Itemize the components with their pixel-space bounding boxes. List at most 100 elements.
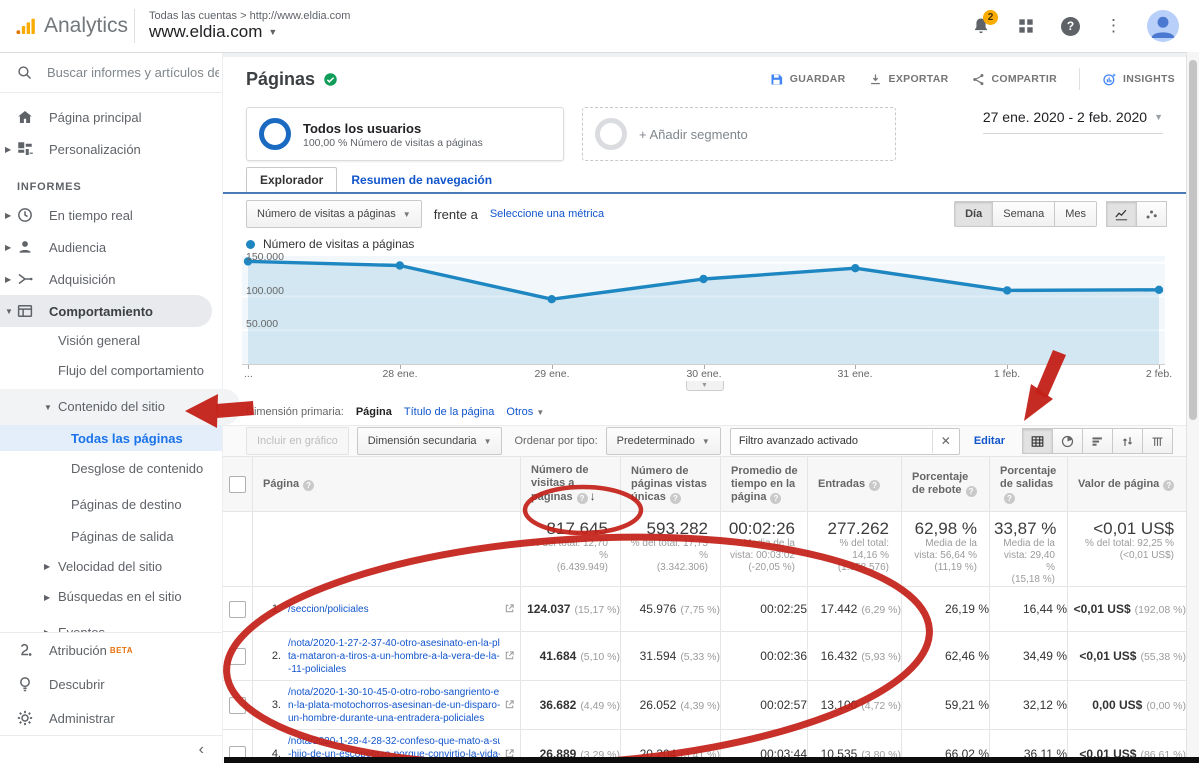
advanced-filter-box[interactable]: Filtro avanzado activado ✕ [730, 428, 960, 455]
overflow-menu-icon[interactable]: ⋮ [1105, 16, 1122, 36]
row-checkbox[interactable] [229, 697, 246, 714]
performance-view-button[interactable] [1082, 428, 1113, 454]
column-header-metric-2[interactable]: Número de páginas vistas únicas? [621, 457, 721, 512]
help-icon[interactable]: ? [303, 480, 314, 491]
scrollbar-thumb[interactable] [1189, 60, 1197, 420]
column-header-label: Número de páginas vistas únicas? [621, 461, 720, 508]
column-header-metric-5[interactable]: Porcentaje de rebote? [902, 457, 990, 512]
guardar-button[interactable]: GUARDAR [769, 72, 846, 87]
add-segment-button[interactable]: + Añadir segmento [582, 107, 896, 161]
help-icon[interactable]: ? [1004, 493, 1015, 504]
granularity-day-button[interactable]: Día [954, 201, 993, 227]
column-header-metric-7[interactable]: Valor de página? [1068, 457, 1187, 512]
chevron-down-icon: ▼ [44, 403, 52, 412]
help-icon[interactable]: ? [1163, 480, 1174, 491]
sidebar-item-comportamiento[interactable]: ▼Comportamiento [0, 295, 212, 327]
sidebar: Buscar informes y artículos de Página pr… [0, 52, 223, 763]
motion-chart-view-button[interactable] [1136, 201, 1167, 227]
tab-explorador[interactable]: Explorador [246, 167, 337, 192]
sidebar-item-velocidad-del-sitio[interactable]: ▶Velocidad del sitio [0, 553, 222, 579]
secondary-dimension-dropdown[interactable]: Dimensión secundaria▼ [357, 427, 503, 455]
exportar-button[interactable]: EXPORTAR [868, 72, 949, 87]
external-link-icon[interactable] [504, 603, 515, 614]
help-icon[interactable]: ? [869, 480, 880, 491]
edit-filter-link[interactable]: Editar [974, 435, 1005, 447]
granularity-month-button[interactable]: Mes [1054, 201, 1097, 227]
column-header-metric-3[interactable]: Promedio de tiempo en la página? [721, 457, 808, 512]
metric-value: 16.432 [821, 649, 858, 663]
granularity-week-button[interactable]: Semana [992, 201, 1055, 227]
help-icon[interactable]: ? [577, 493, 588, 504]
sidebar-item-pagina-principal[interactable]: Página principal [0, 101, 222, 133]
column-header-label: Porcentaje de salidas? [990, 461, 1067, 508]
page-url-line: ta-mataron-a-tiros-a-un-hombre-a-la-vera… [288, 650, 500, 663]
sort-type-dropdown[interactable]: Predeterminado▼ [606, 427, 721, 455]
row-checkbox[interactable] [229, 601, 246, 618]
sidebar-item-en-tiempo-real[interactable]: ▶En tiempo real [0, 199, 222, 231]
select-metric-link[interactable]: Seleccione una métrica [490, 208, 604, 220]
apps-grid-icon[interactable] [1016, 16, 1036, 36]
sidebar-collapse-button[interactable]: ‹ [0, 735, 222, 763]
sidebar-item-personalizacion[interactable]: ▶Personalización [0, 133, 222, 165]
compartir-button[interactable]: COMPARTIR [971, 72, 1058, 87]
page-url[interactable]: /nota/2020-1-30-10-45-0-otro-robo-sangri… [288, 686, 500, 725]
sidebar-item-busquedas-en-el-sitio[interactable]: ▶Búsquedas en el sitio [0, 579, 222, 615]
help-icon[interactable]: ? [770, 493, 781, 504]
help-icon[interactable]: ? [1061, 17, 1080, 36]
metric-cell: 00:02:25 [721, 587, 808, 632]
dimension-otros[interactable]: Otros ▼ [506, 406, 544, 418]
column-header-metric-4[interactable]: Entradas? [808, 457, 902, 512]
external-link-icon[interactable] [504, 650, 515, 661]
sidebar-item-paginas-de-destino[interactable]: Páginas de destino [0, 487, 222, 523]
sidebar-item-paginas-de-salida[interactable]: Páginas de salida [0, 523, 222, 549]
page-url-line: -11-policiales [288, 663, 500, 676]
percentage-view-button[interactable] [1052, 428, 1083, 454]
search-input[interactable]: Buscar informes y artículos de [0, 52, 222, 93]
metric-selector-dropdown[interactable]: Número de visitas a páginas▼ [246, 200, 422, 228]
line-chart-icon [1114, 207, 1129, 222]
sidebar-item-flujo-del-comportamiento[interactable]: Flujo del comportamiento [0, 353, 222, 389]
clear-filter-icon[interactable]: ✕ [932, 430, 959, 453]
column-header-label: Número de visitas a páginas?↓ [521, 460, 620, 508]
metric-value: 36.682 [540, 698, 577, 712]
sidebar-item-adquisicion[interactable]: ▶Adquisición [0, 263, 222, 295]
tab-resumen-navegacion[interactable]: Resumen de navegación [337, 168, 506, 192]
column-header-metric-6[interactable]: Porcentaje de salidas? [990, 457, 1068, 512]
pivot-view-button[interactable] [1142, 428, 1173, 454]
sidebar-item-contenido-del-sitio[interactable]: ▼Contenido del sitio [0, 389, 240, 425]
help-icon[interactable]: ? [966, 486, 977, 497]
select-all-checkbox[interactable] [229, 476, 246, 493]
column-header-metric-1[interactable]: Número de visitas a páginas?↓ [521, 457, 621, 512]
dimension-titulo-pagina[interactable]: Título de la página [404, 406, 495, 418]
dimension-pagina[interactable]: Página [356, 406, 392, 418]
notifications-bell-icon[interactable]: 2 [971, 16, 991, 36]
sidebar-item-atribucion[interactable]: AtribuciónBETA [0, 633, 222, 667]
metric-percent: (192,08 %) [1135, 604, 1186, 616]
date-range-selector[interactable]: 27 ene. 2020 - 2 feb. 2020▼ [983, 109, 1163, 134]
avatar[interactable] [1147, 10, 1179, 42]
analytics-logo[interactable]: Analytics [0, 14, 128, 38]
segment-card[interactable]: Todos los usuarios 100,00 % Número de vi… [246, 107, 564, 161]
traffic-line-chart[interactable]: 50.000100.000150.000 [242, 256, 1165, 364]
chart-expand-tab[interactable]: ▼ [686, 381, 724, 391]
line-chart-view-button[interactable] [1106, 201, 1137, 227]
external-link-icon[interactable] [504, 699, 515, 710]
chevron-right-icon: ▶ [5, 275, 13, 284]
comparison-view-button[interactable] [1112, 428, 1143, 454]
column-header-pagina[interactable]: Página? [253, 457, 521, 512]
sidebar-item-administrar[interactable]: Administrar [0, 701, 222, 735]
sidebar-item-audiencia[interactable]: ▶Audiencia [0, 231, 222, 263]
table-view-button[interactable] [1022, 428, 1053, 454]
sidebar-item-desglose-de-contenido[interactable]: Desglose de contenido [0, 451, 222, 487]
sidebar-item-label: Páginas de salida [71, 529, 174, 544]
sidebar-item-vision-general[interactable]: Visión general [0, 327, 222, 353]
help-icon[interactable]: ? [670, 493, 681, 504]
page-url[interactable]: /seccion/policiales [288, 603, 369, 616]
sidebar-item-descubrir[interactable]: Descubrir [0, 667, 222, 701]
property-selector[interactable]: www.eldia.com▼ [149, 22, 350, 42]
sidebar-item-todas-las-paginas[interactable]: Todas las páginas [0, 425, 222, 451]
page-url[interactable]: /nota/2020-1-27-2-37-40-otro-asesinato-e… [288, 637, 500, 676]
row-checkbox[interactable] [229, 648, 246, 665]
vertical-scrollbar[interactable] [1186, 52, 1199, 763]
insights-button[interactable]: INSIGHTS [1102, 72, 1175, 87]
